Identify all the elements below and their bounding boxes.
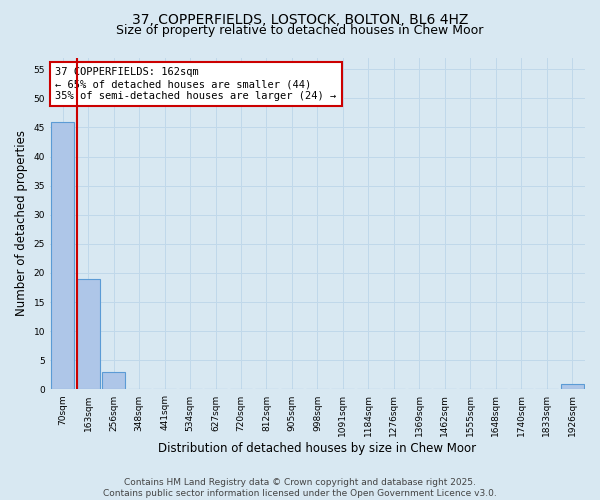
Text: 37 COPPERFIELDS: 162sqm
← 65% of detached houses are smaller (44)
35% of semi-de: 37 COPPERFIELDS: 162sqm ← 65% of detache… <box>55 68 337 100</box>
Bar <box>102 372 125 390</box>
Bar <box>561 384 584 390</box>
X-axis label: Distribution of detached houses by size in Chew Moor: Distribution of detached houses by size … <box>158 442 476 455</box>
Bar <box>77 279 100 390</box>
Text: Size of property relative to detached houses in Chew Moor: Size of property relative to detached ho… <box>116 24 484 37</box>
Bar <box>51 122 74 390</box>
Text: 37, COPPERFIELDS, LOSTOCK, BOLTON, BL6 4HZ: 37, COPPERFIELDS, LOSTOCK, BOLTON, BL6 4… <box>132 12 468 26</box>
Y-axis label: Number of detached properties: Number of detached properties <box>15 130 28 316</box>
Text: Contains HM Land Registry data © Crown copyright and database right 2025.
Contai: Contains HM Land Registry data © Crown c… <box>103 478 497 498</box>
